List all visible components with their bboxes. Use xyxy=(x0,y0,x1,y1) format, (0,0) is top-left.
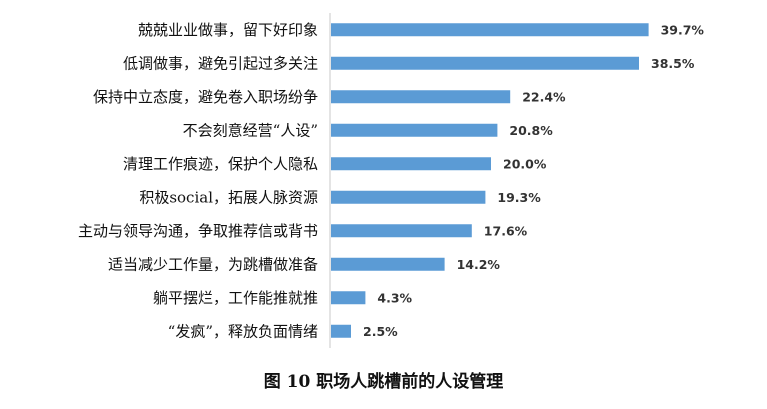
bar xyxy=(331,23,649,37)
bar xyxy=(331,123,498,137)
category-labels: 兢兢业业做事，留下好印象低调做事，避免引起过多关注保持中立态度，避免卷入职场纷争… xyxy=(78,21,318,341)
bar xyxy=(331,190,486,204)
bar xyxy=(331,56,639,70)
category-label: 适当减少工作量，为跳槽做准备 xyxy=(108,255,318,273)
value-labels: 39.7% 38.5% 22.4% 20.8% 20.0% 19.3% 17.6% 14.2%… xyxy=(363,22,704,339)
value-label: 20.0% xyxy=(503,156,547,171)
bar xyxy=(331,90,511,104)
bar xyxy=(331,224,472,238)
category-label: “发疯”，释放负面情绪 xyxy=(168,322,318,340)
value-label: 22.4% xyxy=(522,89,566,104)
category-label: 躺平摆烂，工作能推就推 xyxy=(153,289,318,307)
category-label: 积极social，拓展人脉资源 xyxy=(139,188,318,206)
category-label: 保持中立态度，避免卷入职场纷争 xyxy=(93,88,318,106)
value-label: 14.2% xyxy=(457,257,501,272)
bar xyxy=(331,257,445,271)
value-label: 17.6% xyxy=(484,223,528,238)
category-label: 清理工作痕迹，保护个人隐私 xyxy=(123,155,318,173)
bar-chart: 兢兢业业做事，留下好印象低调做事，避免引起过多关注保持中立态度，避免卷入职场纷争… xyxy=(78,13,704,348)
category-label: 不会刻意经营“人设” xyxy=(183,121,318,139)
value-label: 38.5% xyxy=(651,56,695,71)
category-label: 主动与领导沟通，争取推荐信或背书 xyxy=(78,222,318,240)
value-label: 2.5% xyxy=(363,324,398,339)
value-label: 20.8% xyxy=(509,123,553,138)
figure-caption: 图 10 职场人跳槽前的人设管理 xyxy=(263,372,504,392)
category-label: 低调做事，避免引起过多关注 xyxy=(123,54,318,72)
value-label: 4.3% xyxy=(377,290,412,305)
bar xyxy=(331,324,351,338)
category-label: 兢兢业业做事，留下好印象 xyxy=(138,21,318,39)
bar xyxy=(331,157,491,171)
bar xyxy=(331,291,366,305)
bars xyxy=(331,23,649,338)
value-label: 39.7% xyxy=(661,22,705,37)
value-label: 19.3% xyxy=(497,190,541,205)
